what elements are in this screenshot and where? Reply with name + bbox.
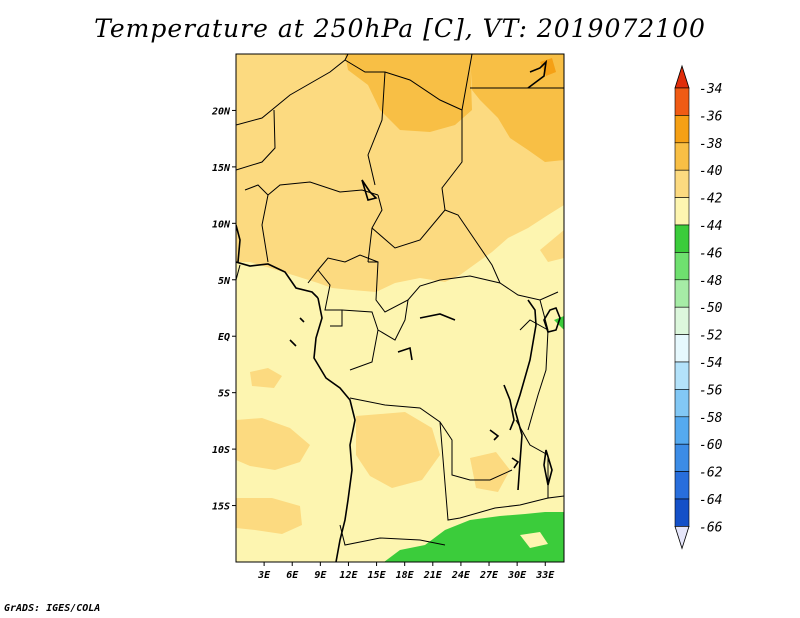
temperature-fill-warm-south-1 [236, 418, 310, 470]
temperature-fill-warmer-ne [470, 54, 564, 162]
colorbar: -34 -36 -38 -40 -42 -44 -46 -48 -50 -52 -54 -56 -58 -… [674, 64, 723, 550]
colorbar-swatch [674, 224, 690, 253]
colorbar-label: -50 [699, 301, 723, 316]
temperature-fill-warmest [540, 58, 556, 76]
colorbar-top-arrow [674, 64, 690, 89]
temperature-fill-cold [384, 512, 564, 562]
coastlines [236, 59, 561, 562]
lon-tick-label: 12E [339, 570, 358, 581]
lon-tick-label: 6E [286, 570, 299, 581]
temperature-fill-warm-east [540, 230, 564, 262]
colorbar-label: -34 [699, 82, 722, 97]
temperature-fill-warmer [345, 54, 472, 132]
temperature-fill-warm-south-5 [470, 452, 510, 492]
colorbar-bottom-arrow [674, 526, 690, 550]
colorbar-swatch [674, 306, 690, 335]
lat-tick-label: 15N [212, 163, 231, 174]
colorbar-swatch [674, 361, 690, 390]
lon-tick-label: 18E [396, 570, 415, 581]
colorbar-label: -54 [699, 356, 722, 371]
colorbar-label: -58 [699, 411, 723, 426]
plot-frame [235, 53, 565, 563]
temperature-fill-warm-south-4 [250, 368, 282, 388]
lat-tick-label: 5S [218, 389, 230, 400]
colorbar-label: -62 [699, 466, 723, 481]
colorbar-swatch [674, 169, 690, 198]
colorbar-label: -42 [699, 192, 723, 207]
colorbar-swatch [674, 416, 690, 445]
lat-tick-label: 20N [211, 106, 231, 117]
lon-tick-label: 33E [535, 570, 555, 581]
map-title: Temperature at 250hPa [C], VT: 201907210… [94, 14, 706, 43]
colorbar-label: -40 [699, 164, 723, 179]
colorbar-swatch [674, 142, 690, 171]
colorbar-swatch [674, 471, 690, 500]
colorbar-label: -44 [699, 219, 722, 234]
colorbar-label: -46 [699, 246, 723, 261]
lon-tick-label: 15E [368, 570, 387, 581]
colorbar-swatch [674, 252, 690, 281]
colorbar-label: -38 [699, 137, 723, 152]
longitude-axis: 3E 6E 9E 12E 15E 18E 21E 24E 27E 30E 33E [257, 562, 555, 581]
colorbar-label: -48 [699, 274, 723, 289]
lon-tick-label: 24E [451, 570, 471, 581]
colorbar-swatch [674, 443, 690, 472]
country-borders [236, 54, 564, 546]
lon-tick-label: 21E [423, 570, 443, 581]
lat-tick-label: 10S [212, 445, 230, 456]
lon-tick-label: 30E [507, 570, 527, 581]
colorbar-swatch [674, 279, 690, 308]
lon-tick-label: 3E [257, 570, 271, 581]
lon-tick-label: 9E [314, 570, 327, 581]
temperature-fill-warm-south-3 [356, 412, 440, 488]
colorbar-swatch [674, 115, 690, 144]
colorbar-label: -52 [699, 329, 723, 344]
plot-area [236, 54, 564, 562]
colorbar-label: -60 [699, 438, 723, 453]
colorbar-swatch [674, 389, 690, 418]
latitude-axis: 20N 15N 10N 5N EQ 5S 10S 15S [211, 106, 236, 513]
temperature-fill-warm-south-2 [236, 498, 302, 534]
lat-tick-label: 10N [212, 219, 231, 230]
colorbar-swatch [674, 197, 690, 226]
colorbar-label: -56 [699, 383, 723, 398]
lat-tick-label: EQ [218, 332, 230, 343]
grads-credit: GrADS: IGES/COLA [4, 603, 101, 614]
colorbar-label: -36 [699, 109, 723, 124]
lon-tick-label: 27E [479, 570, 499, 581]
lat-tick-label: 5N [218, 276, 231, 287]
temperature-fill-cold-hole-1 [520, 532, 548, 548]
colorbar-label: -64 [699, 493, 722, 508]
colorbar-label: -66 [699, 520, 723, 535]
colorbar-swatch [674, 334, 690, 363]
colorbar-swatch [674, 498, 690, 527]
colorbar-swatch [674, 87, 690, 116]
temperature-fill-warm [236, 54, 564, 292]
lat-tick-label: 15S [212, 502, 230, 513]
